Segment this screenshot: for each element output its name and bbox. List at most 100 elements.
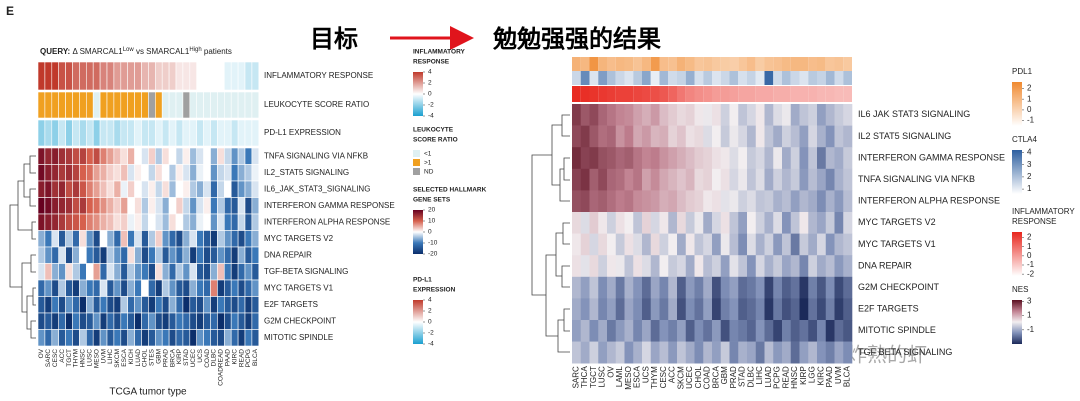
heatmap-cell — [72, 213, 80, 231]
heatmap-cell — [203, 312, 211, 330]
heatmap-cell — [217, 263, 225, 281]
heatmap-cell — [677, 212, 687, 234]
heatmap-cell — [685, 190, 695, 213]
heatmap-cell — [224, 230, 232, 248]
heatmap-cell — [86, 164, 94, 182]
annotation-cell — [148, 119, 156, 147]
heatmap-cell — [685, 341, 695, 364]
heatmap-cell — [720, 255, 730, 278]
heatmap-cell — [44, 246, 53, 264]
annotation-cell — [773, 86, 782, 102]
heatmap-cell — [72, 147, 80, 165]
heatmap-cell — [134, 312, 142, 330]
heatmap-cell — [230, 164, 239, 182]
annotation-cell — [92, 119, 101, 147]
annotation-cell — [624, 71, 634, 85]
heatmap-cell — [738, 125, 748, 148]
heatmap-cell — [589, 233, 599, 256]
annotation-cell — [712, 57, 721, 71]
heatmap-cell — [148, 180, 156, 198]
heatmap-cell — [825, 276, 835, 299]
annotation-cell — [598, 57, 607, 71]
legend-title: SELECTED HALLMARK — [413, 187, 487, 194]
annotation-cell — [196, 91, 204, 119]
annotation-cell — [747, 86, 756, 102]
heatmap-cell — [773, 190, 783, 213]
legend-tick-label: 0 — [1027, 105, 1032, 114]
annotation-cell — [712, 71, 721, 85]
annotation-cell — [598, 86, 607, 102]
heatmap-cell — [694, 147, 704, 170]
heatmap-cell — [755, 104, 765, 126]
legend-tick-label: 2 — [428, 308, 432, 315]
heatmap-cell — [580, 276, 590, 299]
heatmap-cell — [99, 180, 108, 198]
heatmap-cell — [44, 197, 53, 215]
heatmap-cell — [86, 329, 94, 347]
heatmap-cell — [189, 329, 198, 347]
heatmap-cell — [44, 312, 53, 330]
annotation-cell — [799, 57, 809, 71]
heatmap-cell — [230, 147, 239, 165]
heatmap-cell — [755, 276, 765, 299]
annotation-cell — [237, 91, 246, 119]
heatmap-cell — [633, 168, 643, 191]
column-label: CESC — [52, 349, 59, 367]
heatmap-cell — [668, 255, 678, 278]
row-label: INTERFERON ALPHA RESPONSE — [858, 196, 1000, 206]
annotation-cell — [703, 57, 712, 71]
heatmap-cell — [203, 230, 211, 248]
heatmap-cell — [203, 147, 211, 165]
heatmap-cell — [624, 298, 634, 321]
heatmap-cell — [127, 230, 135, 248]
column-label: TGCT — [66, 349, 73, 367]
heatmap-cell — [843, 276, 853, 299]
heatmap-cell — [703, 320, 713, 342]
heatmap-cell — [607, 276, 617, 299]
legend-tick-label: 0 — [428, 91, 432, 98]
heatmap-cell — [773, 147, 783, 170]
heatmap-cell — [189, 180, 198, 198]
heatmap-cell — [633, 147, 643, 170]
heatmap-cell — [168, 147, 177, 165]
column-label: OV — [38, 348, 45, 358]
row-label: MYC TARGETS V1 — [858, 239, 936, 249]
heatmap-cell — [615, 255, 625, 278]
heatmap-cell — [175, 180, 184, 198]
heatmap-cell — [808, 298, 818, 321]
heatmap-cell — [738, 168, 748, 191]
heatmap-cell — [773, 168, 783, 191]
annotation-cell — [589, 57, 599, 71]
annotation-cell — [782, 86, 791, 102]
heatmap-cell — [764, 320, 774, 342]
heatmap-cell — [580, 190, 590, 213]
heatmap-cell — [86, 296, 94, 314]
heatmap-cell — [189, 296, 198, 314]
legend-tick-label: -2 — [428, 102, 434, 109]
heatmap-cell — [58, 197, 66, 215]
heatmap-cell — [615, 147, 625, 170]
annotation-cell — [668, 71, 677, 85]
row-label: G2M CHECKPOINT — [264, 316, 336, 325]
heatmap-cell — [729, 233, 739, 256]
heatmap-cell — [712, 255, 722, 278]
heatmap-cell — [148, 279, 156, 297]
heatmap-cell — [598, 298, 608, 321]
heatmap-cell — [747, 168, 757, 191]
annotation-cell — [729, 86, 739, 102]
heatmap-cell — [58, 180, 66, 198]
heatmap-cell — [633, 125, 643, 148]
heatmap-cell — [44, 180, 53, 198]
heatmap-cell — [729, 168, 739, 191]
heatmap-cell — [175, 263, 184, 281]
annotation-cell — [677, 86, 686, 102]
heatmap-cell — [650, 298, 660, 321]
annotation-cell — [790, 57, 800, 71]
column-label: COAD — [703, 366, 712, 389]
annotation-cell — [210, 119, 218, 147]
heatmap-cell — [677, 233, 687, 256]
heatmap-cell — [161, 263, 170, 281]
row-label: G2M CHECKPOINT — [858, 282, 940, 292]
heatmap-cell — [99, 230, 108, 248]
